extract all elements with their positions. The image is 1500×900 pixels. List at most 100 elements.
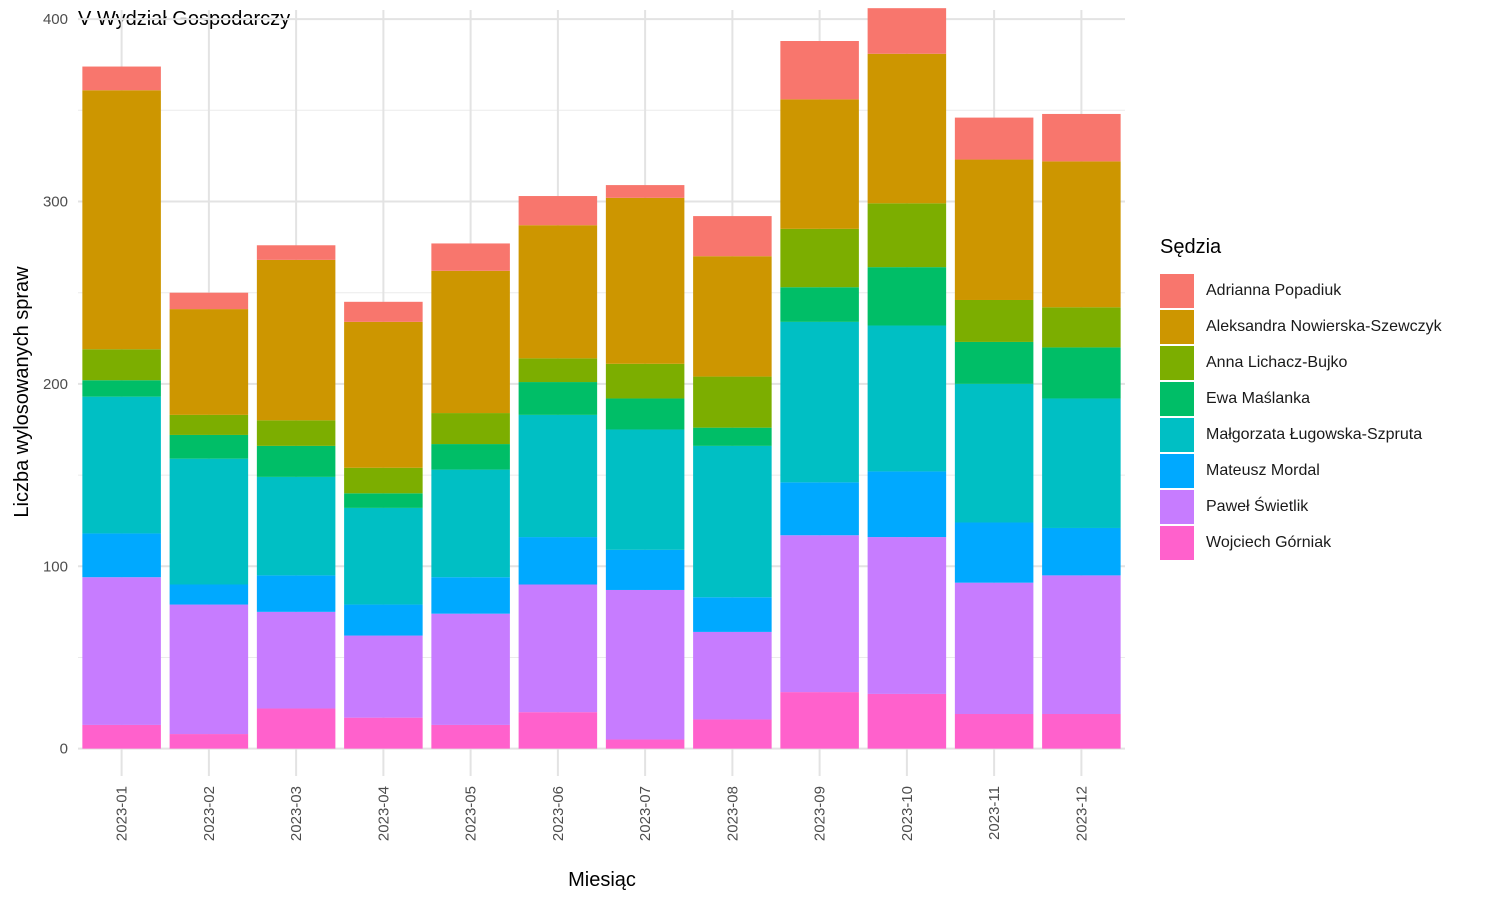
legend-swatch (1160, 346, 1194, 380)
bar-segment: Anna Lichacz-Bujko 2023-05: 17 (431, 413, 510, 445)
legend-label: Mateusz Mordal (1206, 462, 1320, 479)
bar-segment: Paweł Świetlik 2023-01: 81 (82, 577, 161, 725)
bar-segment: Mateusz Mordal 2023-10: 36 (867, 471, 947, 538)
legend-label: Ewa Maślanka (1206, 390, 1311, 407)
legend-title: Sędzia (1160, 236, 1222, 258)
legend-swatch (1160, 454, 1194, 488)
bar-segment: Małgorzata Ługowska-Szpruta 2023-08: 83 (693, 445, 772, 598)
bar-segment: Anna Lichacz-Bujko 2023-02: 11 (169, 414, 249, 435)
bar-segment: Małgorzata Ługowska-Szpruta 2023-10: 80 (867, 325, 947, 472)
bar-segment: Małgorzata Ługowska-Szpruta 2023-03: 54 (256, 476, 336, 576)
legend-items: Adrianna Popadiuk Aleksandra Nowierska-Sz… (1160, 273, 1442, 561)
bar-segment: Ewa Maślanka 2023-07: 17 (605, 398, 685, 430)
bar-segment: Małgorzata Ługowska-Szpruta 2023-01: 75 (82, 396, 161, 534)
bar-segment: Paweł Świetlik 2023-07: 82 (605, 589, 685, 740)
x-tick-label: 2023-03 (288, 786, 305, 841)
y-tick-labels: 0 100 200 300 400 (43, 11, 68, 758)
bar-segment: Wojciech Górniak 2023-11: 19 (954, 713, 1034, 749)
bar-segment: Mateusz Mordal 2023-02: 11 (169, 584, 249, 605)
bar-segment: Paweł Świetlik 2023-03: 53 (256, 611, 336, 709)
bars: Wojciech Górniak 2023-01: 13Paweł Świetl… (82, 8, 1121, 749)
bar-segment: Adrianna Popadiuk 2023-05: 15 (431, 243, 510, 271)
bar-segment: Paweł Świetlik 2023-11: 72 (954, 582, 1034, 714)
bar-segment: Wojciech Górniak 2023-04: 17 (344, 717, 423, 749)
bar-segment: Mateusz Mordal 2023-05: 20 (431, 577, 510, 614)
legend-label: Aleksandra Nowierska-Szewczyk (1206, 318, 1442, 335)
bar-segment: Małgorzata Ługowska-Szpruta 2023-04: 53 (344, 507, 423, 605)
bar-segment: Anna Lichacz-Bujko 2023-11: 23 (954, 299, 1034, 342)
legend-item: Małgorzata Ługowska-Szpruta (1160, 417, 1442, 453)
bar-segment: Mateusz Mordal 2023-07: 22 (605, 549, 685, 590)
y-tick-label: 0 (60, 741, 68, 758)
bar-segment: Adrianna Popadiuk 2023-01: 13 (82, 66, 161, 91)
bar-segment: Wojciech Górniak 2023-05: 13 (431, 724, 510, 749)
bar-segment: Ewa Maślanka 2023-06: 18 (518, 382, 598, 415)
y-axis-title: Liczba wylosowanych spraw (11, 266, 33, 518)
bar-segment: Adrianna Popadiuk 2023-04: 11 (344, 301, 423, 322)
bar-segment: Anna Lichacz-Bujko 2023-07: 19 (605, 363, 685, 399)
x-tick-labels: 2023-01 2023-02 2023-03 2023-04 2023-05 2023-… (114, 786, 1091, 841)
bar-segment: Wojciech Górniak 2023-03: 22 (256, 708, 336, 749)
y-tick-label: 100 (43, 558, 68, 575)
bar-segment: Paweł Świetlik 2023-02: 71 (169, 604, 249, 735)
legend-swatch (1160, 418, 1194, 452)
bar-segment: Wojciech Górniak 2023-02: 8 (169, 734, 249, 749)
bar-segment: Aleksandra Nowierska-Szewczyk 2023-03: 8… (256, 259, 336, 421)
bar-segment: Małgorzata Ługowska-Szpruta 2023-09: 88 (780, 321, 859, 483)
bar-segment: Ewa Maślanka 2023-05: 14 (431, 444, 510, 470)
legend-swatch (1160, 274, 1194, 308)
legend-item: Adrianna Popadiuk (1160, 273, 1442, 309)
bar-segment: Mateusz Mordal 2023-08: 19 (693, 597, 772, 632)
y-tick-label: 200 (43, 376, 68, 393)
bar-segment: Paweł Świetlik 2023-06: 70 (518, 584, 598, 713)
x-axis-title: Miesiąc (568, 869, 636, 891)
x-tick-label: 2023-10 (899, 786, 916, 841)
bar-segment: Małgorzata Ługowska-Szpruta 2023-05: 59 (431, 469, 510, 578)
legend-item: Aleksandra Nowierska-Szewczyk (1160, 309, 1442, 345)
bar-segment: Anna Lichacz-Bujko 2023-09: 32 (780, 228, 859, 288)
bar-segment: Małgorzata Ługowska-Szpruta 2023-07: 66 (605, 429, 685, 550)
bar-segment: Paweł Świetlik 2023-10: 86 (867, 537, 947, 694)
legend-swatch (1160, 382, 1194, 416)
bar-segment: Anna Lichacz-Bujko 2023-04: 14 (344, 467, 423, 494)
bar-segment: Anna Lichacz-Bujko 2023-06: 13 (518, 358, 598, 383)
bar-segment: Małgorzata Ługowska-Szpruta 2023-11: 76 (954, 383, 1034, 523)
bar-segment: Anna Lichacz-Bujko 2023-08: 28 (693, 376, 772, 428)
bar-segment: Adrianna Popadiuk 2023-08: 22 (693, 216, 772, 257)
bar-segment: Adrianna Popadiuk 2023-12: 26 (1042, 113, 1121, 162)
bar-segment: Paweł Świetlik 2023-09: 86 (780, 535, 859, 693)
bar-segment: Adrianna Popadiuk 2023-09: 32 (780, 41, 859, 100)
bar-segment: Mateusz Mordal 2023-12: 26 (1042, 527, 1121, 576)
legend: Sędzia Adrianna Popadiuk Aleksandra Nowie… (1160, 236, 1442, 561)
bar-segment: Ewa Maślanka 2023-04: 8 (344, 493, 423, 508)
bar-segment: Adrianna Popadiuk 2023-10: 25 (867, 8, 947, 54)
x-tick-label: 2023-01 (114, 786, 131, 841)
y-tick-label: 300 (43, 194, 68, 211)
bar-segment: Aleksandra Nowierska-Szewczyk 2023-06: 7… (518, 225, 598, 359)
bar-segment: Wojciech Górniak 2023-06: 20 (518, 712, 598, 749)
x-tick-label: 2023-12 (1073, 786, 1090, 841)
bar-segment: Mateusz Mordal 2023-01: 24 (82, 533, 161, 578)
bar-segment: Anna Lichacz-Bujko 2023-12: 22 (1042, 307, 1121, 348)
bar-segment: Aleksandra Nowierska-Szewczyk 2023-10: 8… (867, 53, 947, 204)
legend-label: Adrianna Popadiuk (1206, 282, 1342, 299)
x-tick-label: 2023-07 (637, 786, 654, 841)
x-tick-label: 2023-06 (550, 786, 567, 841)
bar-segment: Adrianna Popadiuk 2023-07: 7 (605, 185, 685, 198)
bar-segment: Aleksandra Nowierska-Szewczyk 2023-05: 7… (431, 270, 510, 414)
bar-segment: Adrianna Popadiuk 2023-06: 16 (518, 196, 598, 226)
bar-segment: Ewa Maślanka 2023-12: 28 (1042, 347, 1121, 399)
bar-segment: Ewa Maślanka 2023-08: 10 (693, 427, 772, 446)
legend-label: Paweł Świetlik (1206, 498, 1309, 515)
legend-label: Małgorzata Ługowska-Szpruta (1206, 426, 1423, 443)
legend-swatch (1160, 526, 1194, 560)
bar-segment: Aleksandra Nowierska-Szewczyk 2023-01: 1… (82, 90, 161, 350)
bar-segment: Aleksandra Nowierska-Szewczyk 2023-04: 8… (344, 321, 423, 468)
bar-segment: Paweł Świetlik 2023-12: 76 (1042, 575, 1121, 714)
bar-segment: Mateusz Mordal 2023-09: 29 (780, 482, 859, 536)
bar-segment: Adrianna Popadiuk 2023-03: 8 (256, 245, 336, 260)
legend-item: Anna Lichacz-Bujko (1160, 345, 1442, 381)
legend-item: Wojciech Górniak (1160, 525, 1442, 561)
legend-swatch (1160, 490, 1194, 524)
